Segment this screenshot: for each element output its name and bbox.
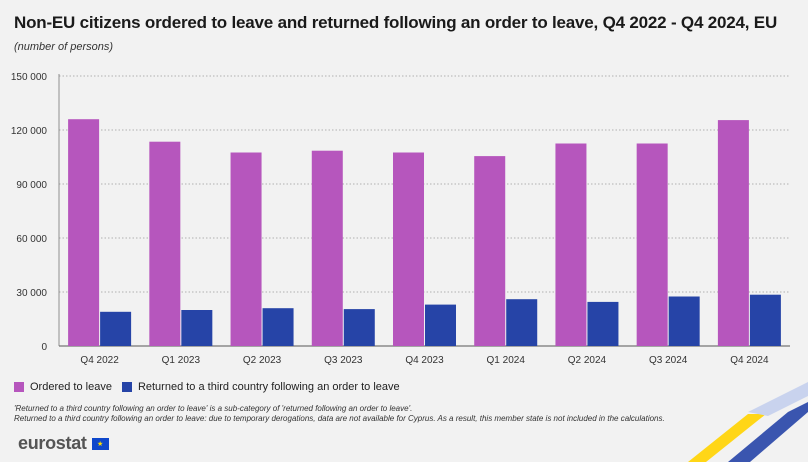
bar-ordered — [717, 120, 749, 346]
eu-flag-icon: ★ — [91, 437, 109, 450]
bar-ordered — [555, 143, 587, 346]
logo-text: eurostat — [18, 433, 87, 453]
y-tick-label: 0 — [41, 342, 47, 353]
bar-returned — [181, 310, 213, 346]
corner-light-stripe — [748, 382, 808, 416]
bar-ordered — [636, 143, 668, 346]
legend-item-returned: Returned to a third country following an… — [121, 381, 400, 393]
bar-ordered — [393, 152, 424, 346]
x-tick-label: Q4 2022 — [80, 355, 119, 366]
corner-blue-stripe — [728, 402, 808, 462]
bar-ordered — [311, 150, 343, 346]
bar-ordered — [230, 152, 262, 346]
corner-decoration — [688, 382, 808, 462]
bar-returned — [506, 299, 538, 346]
y-tick-label: 120 000 — [11, 126, 48, 137]
bar-chart: 0 30 000 60 000 90 000 120 000 150 000 Q4 2022… — [11, 72, 790, 366]
bar-returned — [668, 296, 700, 346]
legend-item-ordered: Ordered to leave — [14, 381, 112, 393]
x-tick-label: Q2 2023 — [243, 355, 282, 366]
footnote-1: 'Returned to a third country following a… — [14, 404, 413, 413]
footnote-2: Returned to a third country following an… — [14, 414, 665, 423]
x-tick-label: Q1 2023 — [162, 355, 201, 366]
bar-returned — [100, 311, 132, 346]
chart-title: Non-EU citizens ordered to leave and ret… — [14, 13, 778, 32]
bar-returned — [587, 301, 619, 346]
legend-swatch-returned — [121, 382, 132, 392]
x-tick-label: Q2 2024 — [568, 355, 607, 366]
x-tick-label: Q3 2023 — [324, 355, 363, 366]
legend: Ordered to leave Returned to a third cou… — [14, 381, 410, 393]
y-tick-label: 90 000 — [16, 180, 47, 191]
bar-ordered — [149, 141, 181, 346]
x-tick-label: Q1 2024 — [487, 355, 526, 366]
bar-returned — [749, 294, 781, 346]
legend-swatch-ordered — [14, 382, 24, 392]
eurostat-logo: eurostat ★ — [18, 433, 109, 454]
y-tick-label: 60 000 — [16, 234, 47, 245]
chart-subtitle: (number of persons) — [14, 41, 114, 53]
x-tick-label: Q4 2023 — [405, 355, 444, 366]
y-tick-label: 30 000 — [16, 288, 47, 299]
legend-label-ordered: Ordered to leave — [30, 381, 112, 393]
bar-returned — [425, 304, 456, 346]
y-tick-label: 150 000 — [11, 72, 48, 83]
legend-label-returned: Returned to a third country following an… — [137, 381, 400, 393]
bar-ordered — [68, 119, 100, 346]
bar-ordered — [474, 156, 506, 346]
x-tick-label: Q4 2024 — [730, 355, 769, 366]
corner-yellow-stripe — [688, 414, 766, 462]
x-tick-label: Q3 2024 — [649, 355, 688, 366]
bar-returned — [262, 308, 294, 346]
bar-returned — [343, 309, 375, 346]
